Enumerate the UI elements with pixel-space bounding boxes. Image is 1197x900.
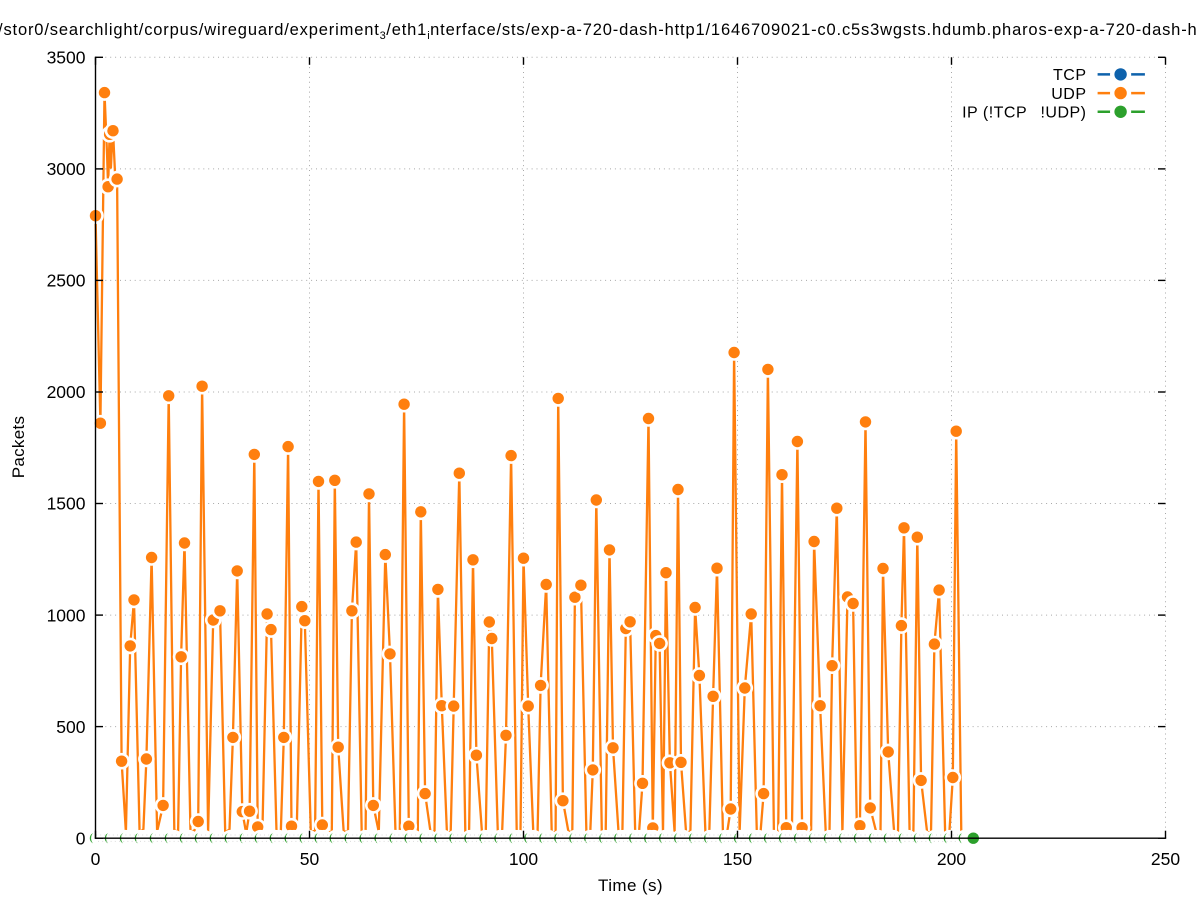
svg-text:1000: 1000 <box>47 605 86 625</box>
svg-text:1500: 1500 <box>47 494 86 514</box>
svg-text:TCP: TCP <box>1053 67 1087 84</box>
svg-text:2500: 2500 <box>47 271 86 291</box>
svg-text:2000: 2000 <box>47 382 86 402</box>
svg-text:250: 250 <box>1151 849 1180 869</box>
svg-text:100: 100 <box>509 849 538 869</box>
svg-text:Time (s): Time (s) <box>598 876 663 895</box>
svg-text:UDP: UDP <box>1051 86 1086 103</box>
svg-text:Packets: Packets <box>9 416 28 479</box>
svg-text:500: 500 <box>56 717 85 737</box>
svg-text:150: 150 <box>723 849 752 869</box>
svg-text:3000: 3000 <box>47 159 86 179</box>
svg-text:IP (!TCP !UDP): IP (!TCP !UDP) <box>962 105 1086 122</box>
svg-text:50: 50 <box>300 849 320 869</box>
svg-text:0: 0 <box>76 828 86 848</box>
svg-text:0: 0 <box>91 849 101 869</box>
svg-text:200: 200 <box>937 849 966 869</box>
svg-text:3500: 3500 <box>47 48 86 68</box>
